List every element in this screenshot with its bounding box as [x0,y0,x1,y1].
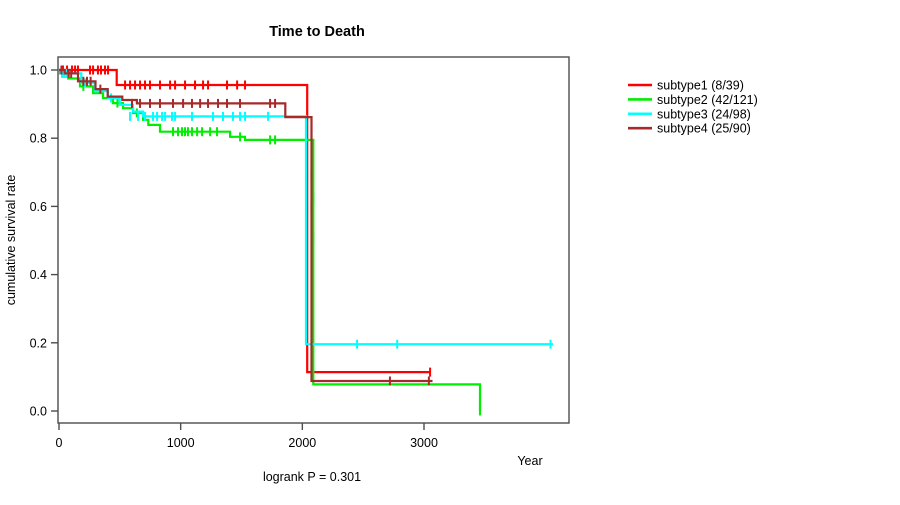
legend-item-subtype4: subtype4 (25/90) [628,122,751,136]
survival-curves [58,65,553,416]
x-tick-label: 1000 [167,436,195,450]
chart-title: Time to Death [269,24,365,40]
legend: subtype1 (8/39)subtype2 (42/121)subtype3… [628,79,758,136]
y-tick-label: 1.0 [30,64,47,78]
km-curve-subtype2 [58,68,482,411]
censor-marks-subtype3 [61,68,552,349]
censor-marks-subtype2 [82,81,481,416]
legend-item-label: subtype1 (8/39) [657,79,744,93]
km-curve-subtype3 [59,68,553,346]
censor-marks-subtype1 [62,65,432,377]
km-curve-subtype4 [59,68,433,383]
legend-item-subtype2: subtype2 (42/121) [628,93,758,107]
y-tick-label: 0.2 [30,336,47,350]
legend-item-label: subtype3 (24/98) [657,107,751,121]
y-tick-label: 0.8 [30,132,47,146]
x-tick-label: 0 [56,436,63,450]
legend-item-subtype1: subtype1 (8/39) [628,79,744,93]
censor-marks-subtype4 [60,65,430,386]
x-tick-label: 2000 [288,436,316,450]
y-tick-label: 0.4 [30,268,47,282]
plot-border [57,56,570,424]
legend-item-label: subtype2 (42/121) [657,93,758,107]
axes: 0 1000 2000 3000 0.0 0.2 0.4 0.6 0.8 1.0 [30,56,570,450]
y-tick-label: 0.0 [30,405,47,419]
x-axis-title: Year [517,454,542,468]
legend-item-label: subtype4 (25/90) [657,122,751,136]
x-tick-label: 3000 [410,436,438,450]
legend-item-subtype3: subtype3 (24/98) [628,107,751,121]
y-tick-label: 0.6 [30,200,47,214]
logrank-note: logrank P = 0.301 [263,470,361,484]
y-axis-title: cumulative survival rate [4,175,18,306]
